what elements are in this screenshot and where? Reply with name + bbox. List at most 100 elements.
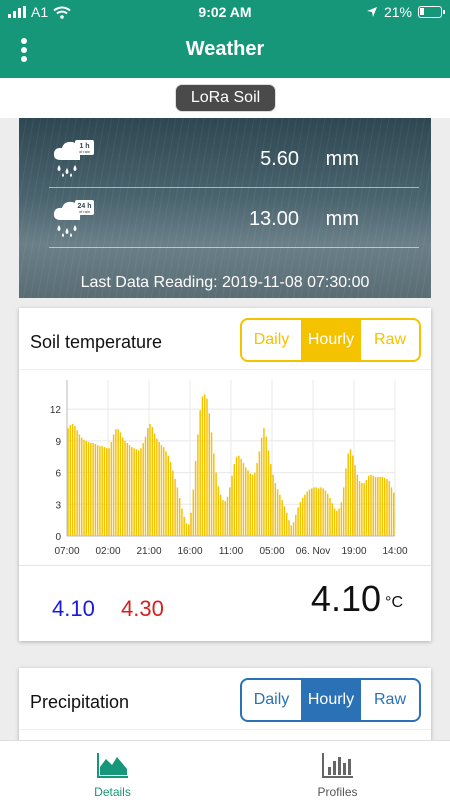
tab-profiles[interactable]: Profiles (225, 741, 450, 800)
precipitation-card: Precipitation Daily Hourly Raw (19, 668, 431, 748)
bar (192, 489, 195, 536)
bar (185, 523, 188, 536)
bar (224, 501, 226, 536)
soil-min-value: 4.10 (52, 596, 95, 621)
precip-tab-hourly[interactable]: Hourly (301, 680, 360, 720)
y-tick-label: 12 (50, 405, 62, 416)
app-bar: Weather (0, 28, 450, 72)
precip-tab-daily[interactable]: Daily (253, 691, 290, 708)
y-tick-label: 0 (55, 532, 61, 543)
bar (135, 449, 138, 536)
bar (137, 450, 140, 536)
bar (370, 474, 372, 536)
bar (131, 447, 133, 536)
rain-1h-icon-sub: of rain (79, 149, 90, 154)
soil-tab-daily[interactable]: Daily (253, 331, 290, 348)
bar (358, 481, 361, 536)
bar (331, 503, 333, 536)
battery-level (420, 8, 424, 15)
bar (263, 428, 265, 536)
bar (336, 510, 338, 536)
bar (363, 483, 365, 536)
bar (320, 487, 322, 536)
bar (174, 478, 176, 536)
bar (71, 423, 74, 536)
x-tick-label: 07:00 (54, 546, 79, 557)
rain-24h-icon: 24 h of rain (53, 200, 94, 237)
device-name-chip[interactable]: LoRa Soil (175, 84, 276, 112)
bar (270, 464, 272, 536)
bar (324, 490, 327, 536)
bar (115, 429, 117, 536)
bar (133, 448, 135, 536)
bar (144, 436, 147, 536)
page-title: Weather (185, 38, 265, 60)
bar (165, 451, 167, 536)
soil-chart-svg: 0 3 6 9 12 07:00 02:00 21:00 16:00 11:00 05:00 06. … (50, 380, 408, 557)
bar (162, 447, 165, 536)
bar (367, 475, 370, 536)
bar (190, 512, 192, 536)
bar (78, 434, 81, 536)
bar (217, 486, 220, 536)
bar (372, 475, 374, 536)
soil-tab-hourly[interactable]: Hourly (301, 320, 360, 360)
bar (352, 455, 354, 536)
bar (208, 413, 210, 536)
bar (181, 508, 183, 536)
precip-tab-raw[interactable]: Raw (360, 680, 419, 720)
bar (87, 441, 90, 536)
status-bar: A1 9:02 AM 21% (0, 0, 450, 24)
rain-card: 1 h of rain 5.60 mm 24 h of rain 13.00 m… (19, 118, 431, 298)
bar (295, 514, 297, 536)
top-bar: A1 9:02 AM 21% Weather (0, 0, 450, 78)
bar (167, 455, 169, 536)
bar (377, 476, 379, 536)
bar (304, 494, 306, 536)
soil-tab-raw[interactable]: Raw (360, 320, 419, 360)
x-tick-label: 06. Nov (296, 546, 330, 557)
soil-chart: 0 3 6 9 12 07:00 02:00 21:00 16:00 11:00 05:00 06. … (19, 370, 431, 565)
bar (178, 497, 181, 536)
rain-24h-value: 13.00 (248, 208, 299, 230)
battery-icon (418, 6, 445, 18)
bar (388, 481, 390, 536)
bar-chart-icon (322, 753, 353, 778)
bar (124, 440, 126, 536)
bar (386, 478, 388, 536)
bar (333, 508, 336, 536)
bar (383, 477, 386, 536)
rain-24h-icon-label: 24 h (77, 203, 91, 210)
bar (194, 460, 197, 536)
bar (74, 426, 76, 536)
bar (365, 479, 368, 536)
x-tick-label: 19:00 (341, 546, 366, 557)
bar (244, 467, 247, 536)
y-tick-label: 6 (55, 469, 61, 480)
bar (308, 489, 311, 536)
more-vertical-icon[interactable] (14, 36, 34, 64)
bar (126, 442, 128, 536)
bar (285, 512, 288, 536)
bar (381, 476, 384, 536)
bar (326, 493, 329, 536)
bar (85, 440, 87, 536)
bar (153, 433, 156, 536)
rain-24h-unit: mm (325, 208, 359, 230)
bar (197, 434, 199, 536)
bar (276, 489, 279, 536)
bar (242, 463, 245, 536)
bar (203, 394, 206, 536)
bar (226, 496, 229, 536)
bar (147, 428, 149, 536)
bar (297, 507, 299, 536)
bar (229, 487, 231, 536)
battery-percent: 21% (383, 4, 412, 20)
bar (306, 491, 308, 536)
bar (311, 488, 313, 536)
x-tick-label: 21:00 (136, 546, 161, 557)
bar (201, 396, 204, 536)
bar (199, 410, 201, 536)
tab-details[interactable]: Details (0, 741, 225, 800)
bar (329, 497, 331, 536)
